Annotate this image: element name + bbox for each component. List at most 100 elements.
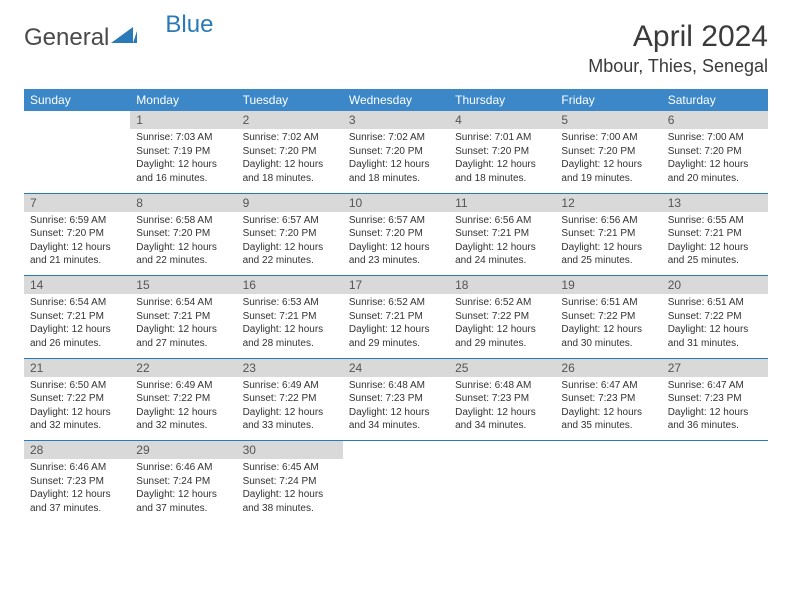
sunset-text: Sunset: 7:22 PM (561, 310, 655, 324)
day-cell: Sunrise: 6:51 AMSunset: 7:22 PMDaylight:… (555, 294, 661, 356)
sunrise-text: Sunrise: 6:47 AM (668, 379, 762, 393)
day-cell: Sunrise: 7:01 AMSunset: 7:20 PMDaylight:… (449, 129, 555, 191)
daylight-text: Daylight: 12 hours and 32 minutes. (30, 406, 124, 433)
sunset-text: Sunset: 7:22 PM (243, 392, 337, 406)
day-number (662, 441, 768, 460)
sunrise-text: Sunrise: 6:56 AM (455, 214, 549, 228)
day-cell: Sunrise: 6:54 AMSunset: 7:21 PMDaylight:… (24, 294, 130, 356)
day-number: 15 (130, 276, 236, 295)
day-cell: Sunrise: 6:57 AMSunset: 7:20 PMDaylight:… (343, 212, 449, 274)
sunrise-text: Sunrise: 6:57 AM (349, 214, 443, 228)
day-header: Thursday (449, 89, 555, 111)
sunset-text: Sunset: 7:20 PM (349, 227, 443, 241)
day-header: Wednesday (343, 89, 449, 111)
logo-text-blue: Blue (165, 11, 213, 39)
day-header: Sunday (24, 89, 130, 111)
sunrise-text: Sunrise: 6:48 AM (455, 379, 549, 393)
daylight-text: Daylight: 12 hours and 24 minutes. (455, 241, 549, 268)
sunrise-text: Sunrise: 7:03 AM (136, 131, 230, 145)
day-cell: Sunrise: 6:46 AMSunset: 7:24 PMDaylight:… (130, 459, 236, 521)
sunset-text: Sunset: 7:21 PM (243, 310, 337, 324)
title-block: April 2024 Mbour, Thies, Senegal (588, 20, 768, 77)
day-cell (662, 459, 768, 521)
day-number: 2 (237, 111, 343, 129)
sunset-text: Sunset: 7:22 PM (455, 310, 549, 324)
sunrise-text: Sunrise: 7:00 AM (668, 131, 762, 145)
calendar-table: SundayMondayTuesdayWednesdayThursdayFrid… (24, 89, 768, 521)
sunset-text: Sunset: 7:21 PM (136, 310, 230, 324)
day-cell: Sunrise: 6:45 AMSunset: 7:24 PMDaylight:… (237, 459, 343, 521)
sunset-text: Sunset: 7:22 PM (668, 310, 762, 324)
sunrise-text: Sunrise: 6:54 AM (30, 296, 124, 310)
sunset-text: Sunset: 7:20 PM (243, 145, 337, 159)
sunrise-text: Sunrise: 6:55 AM (668, 214, 762, 228)
day-number: 28 (24, 441, 130, 460)
week-content-row: Sunrise: 6:46 AM Sunset: 7:23 PM Daylight:… (24, 459, 768, 521)
week-content-row: Sunrise: 6:54 AMSunset: 7:21 PMDaylight:… (24, 294, 768, 356)
sunrise-text: Sunrise: 7:02 AM (243, 131, 337, 145)
day-cell: Sunrise: 6:46 AMSunset: 7:23 PMDaylight:… (24, 459, 130, 521)
day-number: 14 (24, 276, 130, 295)
day-number: 24 (343, 358, 449, 377)
day-cell: Sunrise: 7:02 AMSunset: 7:20 PMDaylight:… (343, 129, 449, 191)
sunrise-text: Sunrise: 6:52 AM (349, 296, 443, 310)
day-number: 12 (555, 193, 661, 212)
sunset-text: Sunset: 7:20 PM (349, 145, 443, 159)
sunrise-text: Sunrise: 6:57 AM (243, 214, 337, 228)
sunset-text: Sunset: 7:23 PM (30, 475, 124, 489)
week-number-row: 21222324252627 (24, 358, 768, 377)
sunrise-text: Sunrise: 6:46 AM (136, 461, 230, 475)
sunrise-text: Sunrise: 6:56 AM (561, 214, 655, 228)
sunset-text: Sunset: 7:19 PM (136, 145, 230, 159)
day-number: 21 (24, 358, 130, 377)
day-header: Friday (555, 89, 661, 111)
sunset-text: Sunset: 7:23 PM (668, 392, 762, 406)
daylight-text: Daylight: 12 hours and 36 minutes. (668, 406, 762, 433)
sunrise-text: Sunrise: 7:00 AM (561, 131, 655, 145)
day-cell: Sunrise: 6:52 AMSunset: 7:22 PMDaylight:… (449, 294, 555, 356)
daylight-text: Daylight: 12 hours and 34 minutes. (349, 406, 443, 433)
sunset-text: Sunset: 7:20 PM (561, 145, 655, 159)
day-cell: Sunrise: 7:02 AMSunset: 7:20 PMDaylight:… (237, 129, 343, 191)
day-number: 18 (449, 276, 555, 295)
sunrise-text: Sunrise: 6:59 AM (30, 214, 124, 228)
week-number-row: 123456 (24, 111, 768, 129)
day-number: 26 (555, 358, 661, 377)
day-cell: Sunrise: 7:00 AMSunset: 7:20 PMDaylight:… (555, 129, 661, 191)
sunset-text: Sunset: 7:21 PM (561, 227, 655, 241)
day-number (449, 441, 555, 460)
sunrise-text: Sunrise: 6:51 AM (668, 296, 762, 310)
sunset-text: Sunset: 7:21 PM (349, 310, 443, 324)
sunrise-text: Sunrise: 6:51 AM (561, 296, 655, 310)
day-number: 6 (662, 111, 768, 129)
day-number (555, 441, 661, 460)
day-cell: Sunrise: 6:50 AMSunset: 7:22 PMDaylight:… (24, 377, 130, 439)
daylight-text: Daylight: 12 hours and 37 minutes. (136, 488, 230, 515)
sunrise-text: Sunrise: 6:52 AM (455, 296, 549, 310)
day-number: 29 (130, 441, 236, 460)
day-number: 9 (237, 193, 343, 212)
sunset-text: Sunset: 7:21 PM (668, 227, 762, 241)
day-cell: Sunrise: 6:59 AMSunset: 7:20 PMDaylight:… (24, 212, 130, 274)
logo-triangle-icon (111, 24, 139, 52)
logo: General Blue (24, 20, 213, 52)
day-number: 3 (343, 111, 449, 129)
daylight-text: Daylight: 12 hours and 23 minutes. (349, 241, 443, 268)
day-header: Tuesday (237, 89, 343, 111)
daylight-text: Daylight: 12 hours and 38 minutes. (243, 488, 337, 515)
daylight-text: Daylight: 12 hours and 32 minutes. (136, 406, 230, 433)
day-number: 10 (343, 193, 449, 212)
daylight-text: Daylight: 12 hours and 22 minutes. (136, 241, 230, 268)
day-cell: Sunrise: 6:55 AMSunset: 7:21 PMDaylight:… (662, 212, 768, 274)
day-number: 13 (662, 193, 768, 212)
day-cell: Sunrise: 6:49 AMSunset: 7:22 PMDaylight:… (130, 377, 236, 439)
sunrise-text: Sunrise: 6:49 AM (136, 379, 230, 393)
logo-text-general: General (24, 24, 109, 52)
day-header-row: SundayMondayTuesdayWednesdayThursdayFrid… (24, 89, 768, 111)
day-cell: Sunrise: 7:03 AMSunset: 7:19 PMDaylight:… (130, 129, 236, 191)
sunrise-text: Sunrise: 7:02 AM (349, 131, 443, 145)
day-number: 20 (662, 276, 768, 295)
week-content-row: Sunrise: 7:03 AMSunset: 7:19 PMDaylight:… (24, 129, 768, 191)
daylight-text: Daylight: 12 hours and 34 minutes. (455, 406, 549, 433)
sunset-text: Sunset: 7:20 PM (455, 145, 549, 159)
